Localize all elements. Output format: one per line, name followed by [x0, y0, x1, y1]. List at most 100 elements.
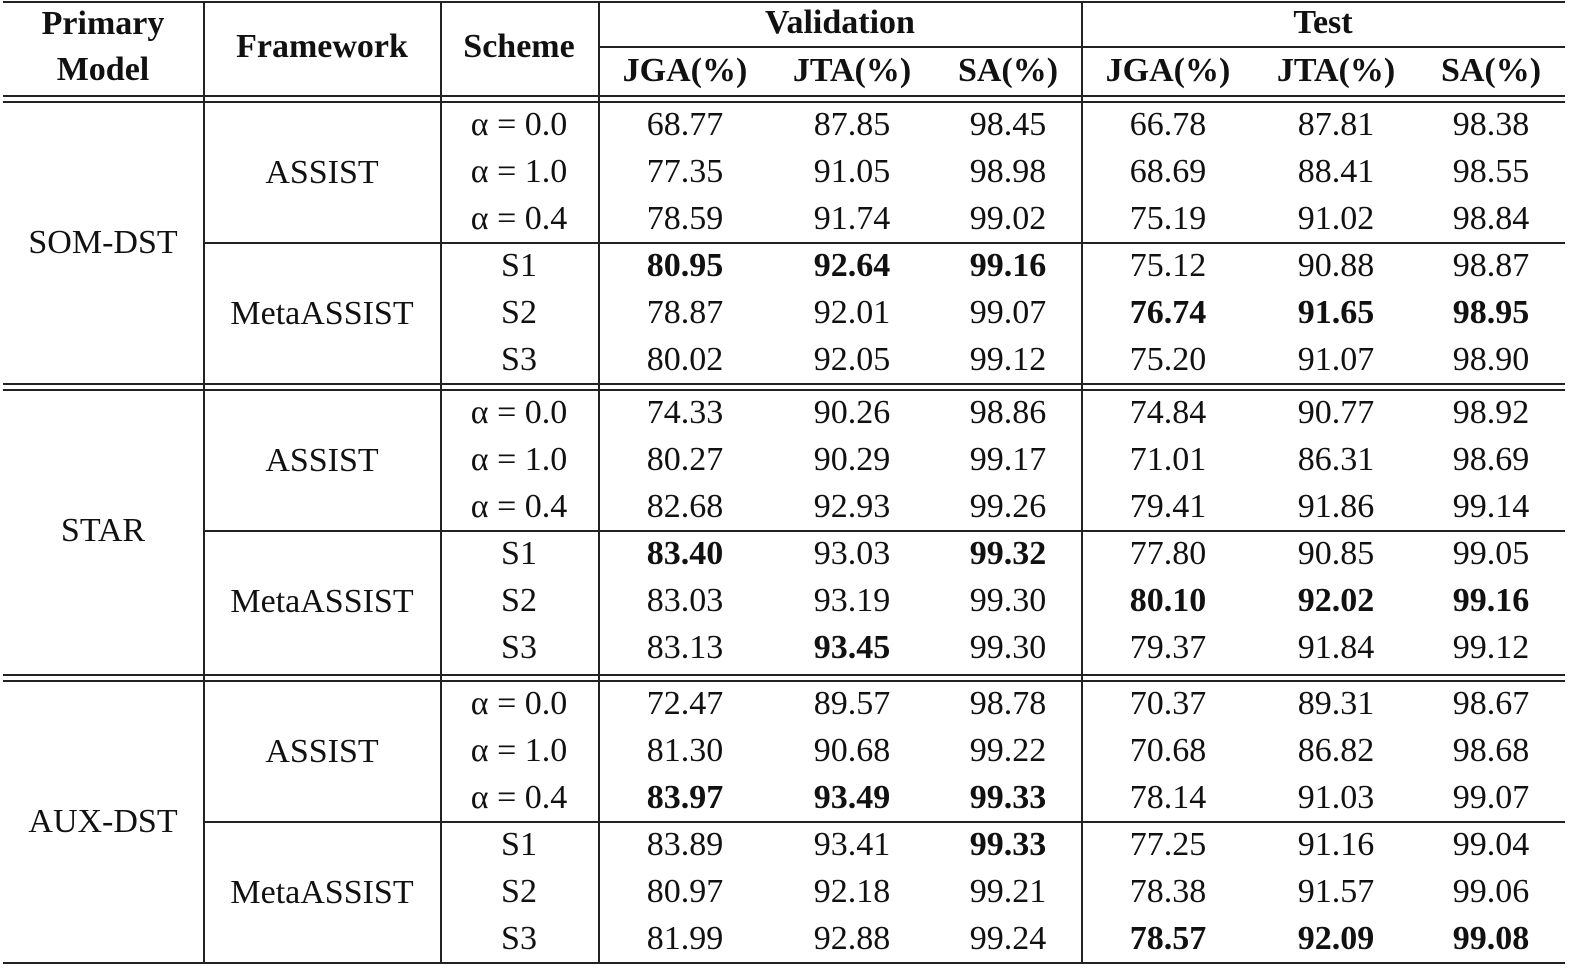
value-cell: 81.99	[646, 920, 724, 957]
value-cell: 75.20	[1129, 341, 1207, 378]
value-cell: 92.01	[813, 294, 891, 331]
value-cell: 87.85	[813, 106, 891, 143]
value-cell: 77.80	[1129, 535, 1207, 572]
rule	[3, 389, 1565, 391]
value-cell: 98.87	[1452, 247, 1530, 284]
value-cell: 81.30	[646, 732, 724, 769]
scheme-cell: α = 1.0	[470, 153, 568, 190]
value-cell: 80.27	[646, 441, 724, 478]
value-cell: 90.26	[813, 394, 891, 431]
value-cell: 80.97	[646, 873, 724, 910]
value-cell: 78.57	[1129, 920, 1207, 957]
scheme-cell: α = 0.0	[470, 394, 568, 431]
value-cell: 98.95	[1452, 294, 1530, 331]
value-cell: 87.81	[1297, 106, 1375, 143]
scheme-cell: α = 0.0	[470, 106, 568, 143]
header-cell: Primary Model	[41, 5, 165, 88]
value-cell: 90.68	[813, 732, 891, 769]
value-cell: 98.92	[1452, 394, 1530, 431]
value-cell: 93.03	[813, 535, 891, 572]
scheme-cell: S2	[501, 873, 537, 910]
header-cell: SA(%)	[1440, 52, 1542, 89]
value-cell: 66.78	[1129, 106, 1207, 143]
value-cell: 78.14	[1129, 779, 1207, 816]
scheme-cell: S2	[501, 294, 537, 331]
scheme-cell: S3	[501, 341, 537, 378]
framework-cell: MetaASSIST	[230, 582, 414, 620]
value-cell: 92.93	[813, 488, 891, 525]
rule	[203, 242, 1565, 244]
value-cell: 92.88	[813, 920, 891, 957]
value-cell: 80.95	[646, 247, 724, 284]
rule	[440, 1, 442, 962]
value-cell: 68.69	[1129, 153, 1207, 190]
header-cell: JTA(%)	[792, 52, 912, 89]
framework-cell: MetaASSIST	[230, 873, 414, 911]
model-cell: SOM-DST	[28, 224, 178, 261]
value-cell: 90.29	[813, 441, 891, 478]
scheme-cell: S1	[501, 826, 537, 863]
value-cell: 93.49	[813, 779, 891, 816]
value-cell: 93.19	[813, 582, 891, 619]
framework-cell: MetaASSIST	[230, 294, 414, 332]
value-cell: 80.02	[646, 341, 724, 378]
value-cell: 78.38	[1129, 873, 1207, 910]
value-cell: 70.37	[1129, 685, 1207, 722]
value-cell: 99.12	[969, 341, 1047, 378]
value-cell: 99.16	[1452, 582, 1530, 619]
value-cell: 99.21	[969, 873, 1047, 910]
value-cell: 91.16	[1297, 826, 1375, 863]
value-cell: 92.18	[813, 873, 891, 910]
value-cell: 91.02	[1297, 200, 1375, 237]
value-cell: 99.04	[1452, 826, 1530, 863]
value-cell: 98.78	[969, 685, 1047, 722]
value-cell: 92.09	[1297, 920, 1375, 957]
value-cell: 99.26	[969, 488, 1047, 525]
value-cell: 70.68	[1129, 732, 1207, 769]
framework-cell: ASSIST	[265, 732, 379, 770]
rule	[3, 674, 1565, 676]
value-cell: 77.35	[646, 153, 724, 190]
scheme-cell: α = 0.4	[470, 779, 568, 816]
value-cell: 83.40	[646, 535, 724, 572]
scheme-cell: S3	[501, 629, 537, 666]
value-cell: 99.12	[1452, 629, 1530, 666]
value-cell: 99.33	[969, 826, 1047, 863]
header-cell: JTA(%)	[1276, 52, 1396, 89]
value-cell: 89.57	[813, 685, 891, 722]
value-cell: 83.03	[646, 582, 724, 619]
value-cell: 79.41	[1129, 488, 1207, 525]
framework-cell: ASSIST	[265, 441, 379, 479]
value-cell: 76.74	[1129, 294, 1207, 331]
value-cell: 74.33	[646, 394, 724, 431]
value-cell: 99.08	[1452, 920, 1530, 957]
rule	[1081, 1, 1083, 962]
header-cell: JGA(%)	[622, 52, 748, 89]
scheme-cell: S1	[501, 247, 537, 284]
value-cell: 90.77	[1297, 394, 1375, 431]
value-cell: 99.06	[1452, 873, 1530, 910]
value-cell: 82.68	[646, 488, 724, 525]
rule	[3, 680, 1565, 682]
value-cell: 98.69	[1452, 441, 1530, 478]
value-cell: 72.47	[646, 685, 724, 722]
model-cell: AUX-DST	[28, 803, 178, 840]
value-cell: 99.24	[969, 920, 1047, 957]
rule	[598, 1, 600, 962]
value-cell: 99.05	[1452, 535, 1530, 572]
value-cell: 99.02	[969, 200, 1047, 237]
value-cell: 78.59	[646, 200, 724, 237]
value-cell: 98.98	[969, 153, 1047, 190]
value-cell: 99.14	[1452, 488, 1530, 525]
value-cell: 92.02	[1297, 582, 1375, 619]
value-cell: 91.57	[1297, 873, 1375, 910]
framework-cell: ASSIST	[265, 153, 379, 191]
rule	[3, 1, 1565, 3]
header-cell: Test	[1293, 4, 1353, 41]
value-cell: 75.12	[1129, 247, 1207, 284]
value-cell: 89.31	[1297, 685, 1375, 722]
value-cell: 86.82	[1297, 732, 1375, 769]
scheme-cell: α = 0.0	[470, 685, 568, 722]
value-cell: 99.07	[1452, 779, 1530, 816]
scheme-cell: S2	[501, 582, 537, 619]
